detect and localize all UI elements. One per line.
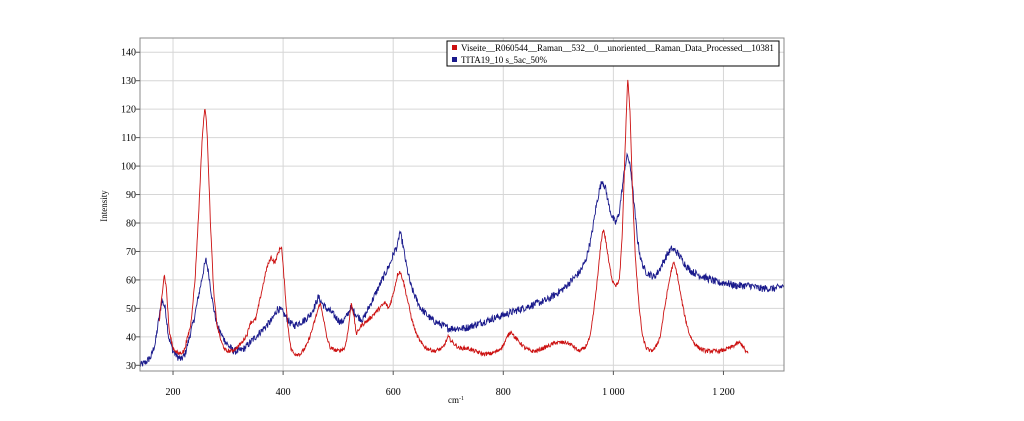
y-tick-label: 120 <box>121 105 136 116</box>
y-tick-label: 60 <box>126 275 136 286</box>
y-tick-label: 50 <box>126 304 136 315</box>
y-tick-label: 110 <box>121 133 136 144</box>
grid-layer <box>140 38 784 371</box>
legend-box <box>446 40 780 67</box>
x-tick-label: 1 200 <box>712 387 735 398</box>
x-tick-label: 600 <box>386 387 401 398</box>
y-tick-label: 70 <box>126 247 136 258</box>
y-tick-label: 90 <box>126 190 136 201</box>
tick-layer: 200 400 600 800 1 000 1 200 30 40 50 60 70 80 90 100 1… <box>121 48 735 398</box>
legend-label-tita19: TITA19_10 s_5ac_50% <box>461 55 548 65</box>
plot-frame <box>139 37 785 372</box>
y-tick-label: 100 <box>121 162 136 173</box>
x-axis-label: cm-1 <box>448 395 464 405</box>
x-axis-unit: cm <box>448 395 459 405</box>
x-axis-unit-exponent: -1 <box>459 396 464 402</box>
x-tick-label: 200 <box>166 387 181 398</box>
legend: Viseite__R060544__Raman__532__0__unorien… <box>446 40 780 67</box>
series-line-viseite <box>158 79 749 358</box>
y-tick-label: 130 <box>121 76 136 87</box>
series-line-tita19 <box>139 152 785 367</box>
y-tick-label: 140 <box>121 48 136 59</box>
x-tick-label: 800 <box>496 387 511 398</box>
y-tick-label: 30 <box>126 361 136 372</box>
x-tick-label: 1 000 <box>602 387 625 398</box>
legend-label-viseite: Viseite__R060544__Raman__532__0__unorien… <box>461 43 774 53</box>
x-tick-label: 400 <box>276 387 291 398</box>
legend-swatch-blue <box>452 57 457 62</box>
series-layer <box>139 79 785 367</box>
y-tick-label: 40 <box>126 332 136 343</box>
legend-swatch-red <box>452 45 457 50</box>
y-axis-label: Intensity <box>99 190 109 222</box>
y-tick-label: 80 <box>126 219 136 230</box>
